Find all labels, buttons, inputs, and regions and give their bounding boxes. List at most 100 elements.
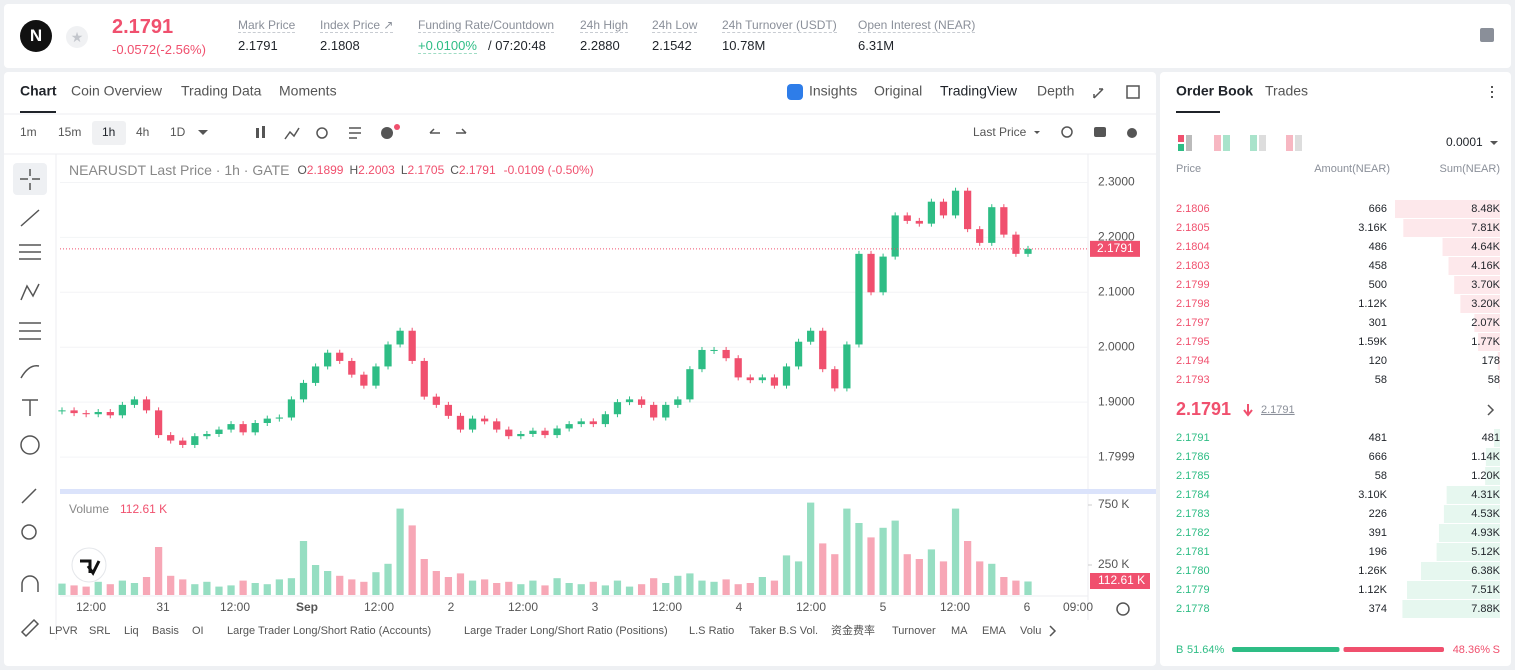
indicator[interactable]: 资金费率 [831,623,875,637]
ob-sum: 7.88K [1471,603,1500,615]
candle [529,430,537,434]
volume-bar [263,584,271,595]
ob-sum: 1.20K [1471,470,1500,482]
ob-price: 2.1806 [1176,203,1210,215]
ob-sum: 4.93K [1471,527,1500,539]
indicator[interactable]: Liq [124,625,139,637]
tab[interactable]: Coin Overview [71,83,163,99]
indicator[interactable]: Large Trader Long/Short Ratio (Accounts) [227,625,431,637]
drawing-tools[interactable] [13,163,47,638]
ob-amount: 374 [1369,603,1387,615]
candle [275,417,283,419]
price-change: -0.0572(-2.56%) [112,42,206,57]
x-tick-label: Sep [296,600,318,614]
last-volume-tag [1090,573,1150,589]
ob-sum: 58 [1488,374,1500,386]
volume-bar [468,580,477,595]
candle [613,402,622,415]
candle [988,207,996,243]
ob-tab[interactable]: Trades [1265,83,1308,99]
timeframe[interactable]: 1m [20,125,37,139]
volume-bar [1024,581,1032,595]
candle [976,229,984,243]
indicator[interactable]: Volu [1020,625,1041,637]
volume-bar [360,581,368,595]
candle [167,435,175,441]
col-header: Sum(NEAR) [1439,163,1500,175]
volume-bar [324,571,332,595]
depth-bar [1448,257,1500,275]
timeframe[interactable]: 15m [58,125,81,139]
ob-price: 2.1795 [1176,336,1210,348]
timeframe[interactable]: 1h [102,125,115,139]
ob-amount: 666 [1369,203,1387,215]
stat-value: 6.31M [858,38,895,53]
tab[interactable]: Trading Data [181,83,262,99]
volume-bar [130,583,139,595]
stat-value: 2.1542 [652,38,692,53]
candle [432,396,440,405]
ob-price: 2.1798 [1176,298,1210,310]
x-tick-label: 12:00 [652,600,682,614]
depth-bar [1478,333,1500,351]
depth-bar [1446,486,1500,504]
view-tab[interactable]: TradingView [940,83,1018,99]
volume-bar [408,525,416,595]
volume-bar [493,583,501,595]
ob-sum: 4.53K [1471,508,1500,520]
indicator[interactable]: LPVR [49,625,78,637]
book-icon[interactable] [1480,28,1494,42]
candle [384,344,392,367]
legend-part: C [450,163,459,177]
timeframe[interactable]: 4h [136,125,149,139]
x-tick-label: 12:00 [76,600,106,614]
candle [674,399,682,405]
ob-sum: 1.77K [1471,336,1500,348]
volume-bar [976,561,984,595]
tab[interactable]: Chart [20,83,57,99]
candle [867,253,875,293]
ob-price: 2.1778 [1176,603,1210,615]
ob-price: 2.1799 [1176,279,1210,291]
indicator[interactable]: MA [951,625,968,637]
legend-part: 2.1791 [459,163,496,177]
volume-bar [915,559,923,595]
toolbar-icons[interactable] [71,85,1495,637]
indicator[interactable]: EMA [982,625,1007,637]
timeframe[interactable]: 1D [170,125,186,139]
ob-sum: 3.20K [1471,298,1500,310]
view-tab[interactable]: Insights [809,83,857,99]
stat-label: Open Interest (NEAR) [858,18,976,33]
ob-amount: 481 [1369,432,1387,444]
col-header: Amount(NEAR) [1314,163,1390,175]
ob-amount: 486 [1369,241,1387,253]
x-tick-label: 12:00 [796,600,826,614]
view-tab[interactable]: Original [874,83,922,99]
volume-bar [988,563,996,595]
indicator[interactable]: Taker B.S Vol. [749,625,818,637]
indicator[interactable]: Turnover [892,625,936,637]
price-type[interactable]: Last Price [973,125,1027,139]
indicator[interactable]: Basis [152,625,179,637]
precision[interactable]: 0.0001 [1446,135,1483,149]
indicator[interactable]: L.S Ratio [689,625,734,637]
view-tab[interactable]: Depth [1037,83,1074,99]
favorite-star[interactable]: ★ [66,26,88,48]
ob-tab[interactable]: Order Book [1176,83,1253,99]
volume-bar [420,559,428,595]
candle [951,190,960,216]
candle [360,374,368,386]
indicator[interactable]: SRL [89,625,110,637]
x-tick-label: 12:00 [940,600,970,614]
depth-bar [1407,581,1500,599]
candle [637,399,646,405]
tab[interactable]: Moments [279,83,337,99]
volume-bar [142,577,151,595]
mid-ref-price: 2.1791 [1261,404,1295,416]
timeframe-selected-bg [92,121,126,145]
indicator[interactable]: Large Trader Long/Short Ratio (Positions… [464,625,668,637]
volume-bar [1012,580,1020,595]
orderbook-icons[interactable] [1176,111,1498,417]
depth-bar [1442,238,1500,256]
indicator[interactable]: OI [192,625,204,637]
